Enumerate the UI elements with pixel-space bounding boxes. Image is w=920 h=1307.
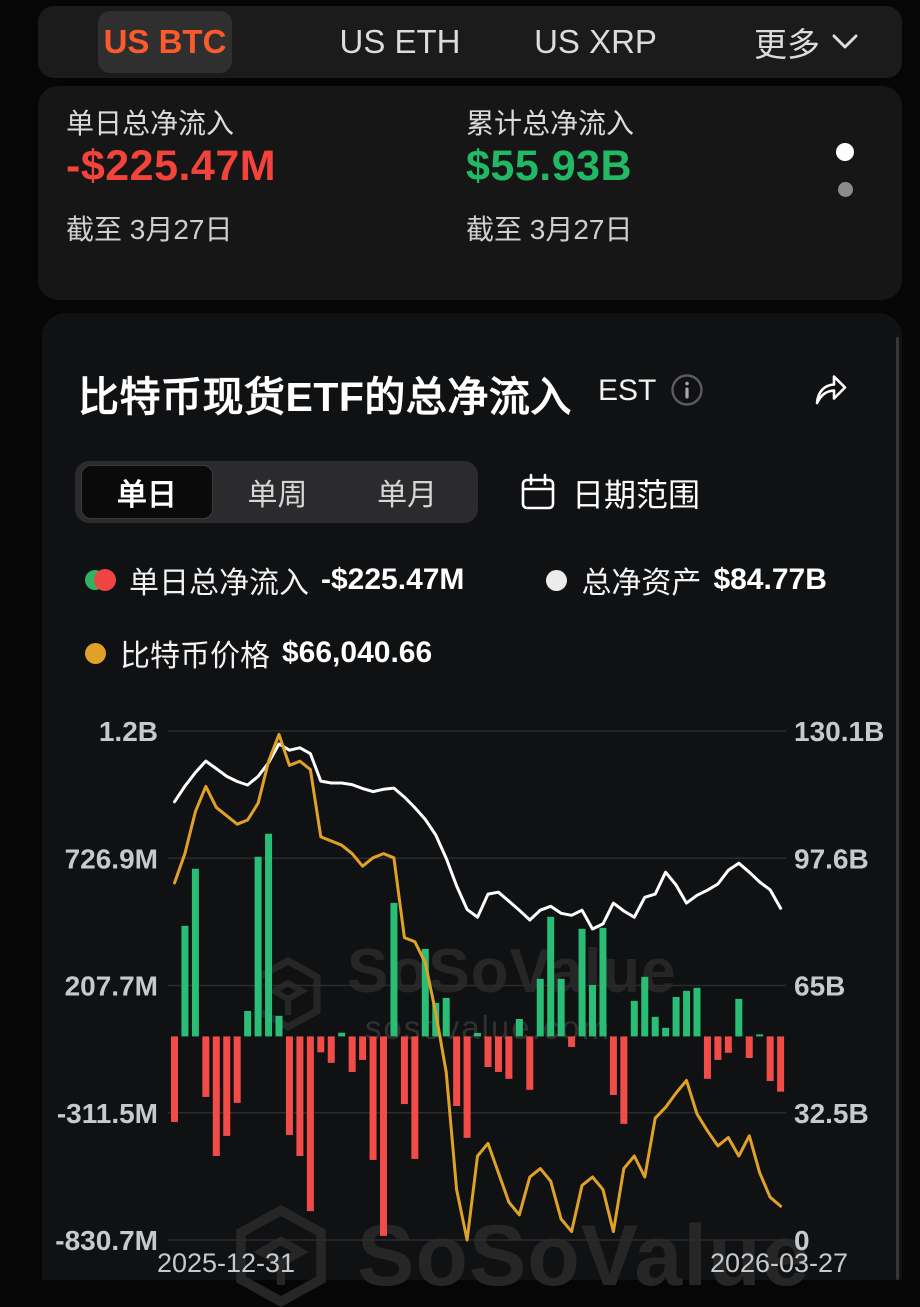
legend-price-value: $66,040.66 [282,636,433,669]
legend-row-1: 单日总净流入 -$225.47M 总净资产 $84.77B [85,558,827,602]
daily-net-inflow-stat: 单日总净流入 -$225.47M 截至 3月27日 [66,86,426,300]
svg-text:-830.7M: -830.7M [55,1225,158,1256]
more-tabs-button[interactable]: 更多 [726,6,886,78]
cumulative-as-of-date: 截至 3月27日 [466,214,633,245]
legend-daily-net-inflow[interactable]: 单日总净流入 -$225.47M [85,558,464,602]
calendar-icon [521,473,555,510]
etf-chart-card: 比特币现货ETF的总净流入 EST 单日 单周 单月 日期范围 [42,313,902,1307]
date-range-button[interactable]: 日期范围 [520,471,700,515]
legend-assets-label: 总净资产 [581,567,702,600]
period-tab-weekly[interactable]: 单周 [213,466,343,518]
legend-total-net-assets[interactable]: 总净资产 $84.77B [546,558,827,602]
tab-us-eth-label: US ETH [339,23,461,60]
cumulative-net-inflow-label: 累计总净流入 [466,108,635,139]
legend-daily-value: -$225.47M [321,563,465,596]
svg-text:207.7M: 207.7M [65,971,158,1002]
svg-text:1.2B: 1.2B [99,716,158,747]
svg-text:2026-03-27: 2026-03-27 [710,1248,848,1278]
carousel-dot-inactive[interactable] [838,182,853,197]
more-tabs-label: 更多 [754,26,820,63]
svg-text:0: 0 [794,1225,810,1256]
green-red-split-dot-icon [85,569,116,591]
legend-assets-value: $84.77B [713,563,827,596]
cumulative-net-inflow-stat: 累计总净流入 $55.93B 截至 3月27日 [466,86,826,300]
chevron-down-icon [832,34,858,49]
daily-as-of-date: 截至 3月27日 [66,214,233,245]
period-segmented-control: 单日 单周 单月 [75,461,478,523]
timezone-label: EST [598,374,657,407]
svg-text:2025-12-31: 2025-12-31 [157,1248,295,1278]
daily-net-inflow-label: 单日总净流入 [66,108,235,139]
svg-text:726.9M: 726.9M [65,843,158,874]
asset-tab-bar: US BTC US ETH US XRP 更多 [38,6,902,78]
svg-text:-311.5M: -311.5M [57,1098,158,1129]
period-tab-daily[interactable]: 单日 [81,465,213,519]
tab-us-xrp-label: US XRP [534,23,657,60]
scrollbar-track[interactable] [896,337,899,1280]
legend-daily-label: 单日总净流入 [129,567,309,600]
tab-us-btc[interactable]: US BTC [98,11,232,73]
period-tab-monthly[interactable]: 单月 [342,466,472,518]
watermark-brand-text: SoSoValue [347,937,677,1006]
etf-flow-chart[interactable]: 1.2B 130.1B 726.9M 97.6B 207.7M 65B -311.5M 32.… [0,688,920,1288]
summary-stats-card: 单日总净流入 -$225.47M 截至 3月27日 累计总净流入 $55.93B… [38,86,902,300]
svg-text:97.6B: 97.6B [794,843,869,874]
svg-text:65B: 65B [794,971,845,1002]
daily-net-inflow-value: -$225.47M [66,142,277,190]
tab-us-xrp[interactable]: US XRP [503,6,688,78]
tab-us-eth[interactable]: US ETH [310,6,490,78]
share-icon[interactable] [812,371,850,409]
orange-dot-icon [85,642,106,664]
carousel-dot-active[interactable] [836,143,854,161]
period-tab-monthly-label: 单月 [377,479,438,512]
tab-us-btc-label: US BTC [103,23,227,60]
svg-text:32.5B: 32.5B [794,1098,869,1129]
legend-btc-price[interactable]: 比特币价格 $66,040.66 [85,631,432,675]
info-icon[interactable] [670,373,704,407]
period-tab-daily-label: 单日 [116,479,177,512]
white-dot-icon [546,569,568,591]
legend-row-2: 比特币价格 $66,040.66 [85,631,432,675]
legend-price-label: 比特币价格 [120,640,270,673]
cumulative-net-inflow-value: $55.93B [466,142,633,190]
date-range-label: 日期范围 [572,477,701,513]
svg-text:130.1B: 130.1B [794,716,884,747]
chart-title: 比特币现货ETF的总净流入 [78,374,572,420]
period-tab-weekly-label: 单周 [247,479,308,512]
